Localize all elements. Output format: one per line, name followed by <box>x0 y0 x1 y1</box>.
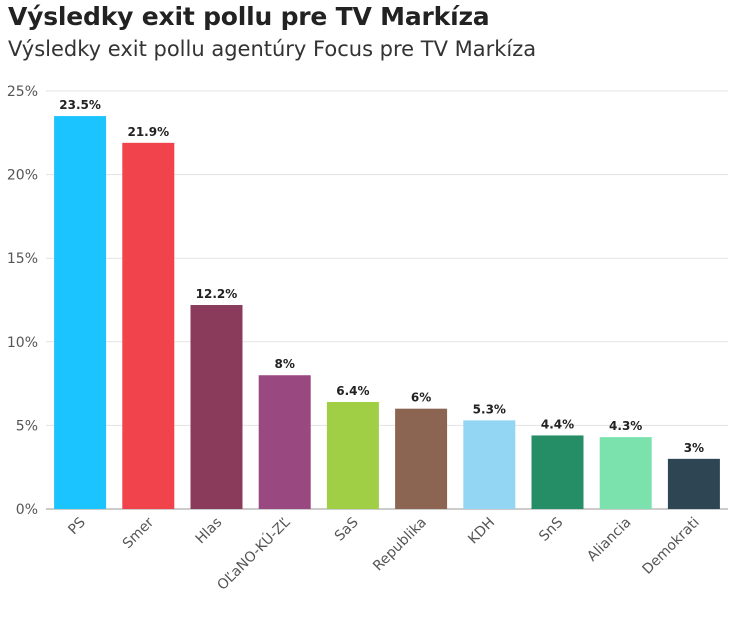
data-label: 8% <box>275 357 295 371</box>
data-label: 6% <box>411 391 431 405</box>
bar <box>395 408 448 509</box>
x-tick-label: Hlas <box>193 515 226 548</box>
x-tick-label: Aliancia <box>584 515 634 565</box>
data-label: 5.3% <box>473 402 506 416</box>
y-tick-label: 15% <box>7 251 38 267</box>
data-label: 23.5% <box>59 98 101 112</box>
x-tick-label: PS <box>65 514 89 538</box>
bar <box>122 142 175 509</box>
y-tick-label: 20% <box>7 168 38 184</box>
chart-subtitle: Výsledky exit pollu agentúry Focus pre T… <box>8 37 537 61</box>
data-label: 12.2% <box>196 287 238 301</box>
x-tick-label: Demokrati <box>639 515 702 578</box>
data-label: 3% <box>684 441 704 455</box>
bar <box>190 305 243 509</box>
bar <box>667 458 720 509</box>
x-tick-label: OĽaNO-KÚ-ZĽ <box>213 513 294 594</box>
bar <box>54 116 107 509</box>
x-tick-label: SnS <box>536 514 566 544</box>
y-tick-label: 25% <box>7 84 38 100</box>
y-tick-label: 10% <box>7 335 38 351</box>
y-tick-label: 0% <box>16 502 38 518</box>
bar <box>463 420 516 509</box>
bar <box>531 435 584 509</box>
bar <box>599 437 652 509</box>
x-tick-label: Republika <box>370 515 430 575</box>
chart-title: Výsledky exit pollu pre TV Markíza <box>8 2 490 31</box>
bar <box>258 375 311 509</box>
x-tick-label: Smer <box>120 514 158 552</box>
data-label: 4.3% <box>609 419 642 433</box>
bar <box>326 401 379 509</box>
data-label: 6.4% <box>336 384 369 398</box>
data-label: 4.4% <box>541 417 574 431</box>
x-tick-label: SaS <box>332 514 362 544</box>
x-tick-label: KDH <box>465 515 498 548</box>
data-label: 21.9% <box>127 125 169 139</box>
y-tick-label: 5% <box>16 418 38 434</box>
